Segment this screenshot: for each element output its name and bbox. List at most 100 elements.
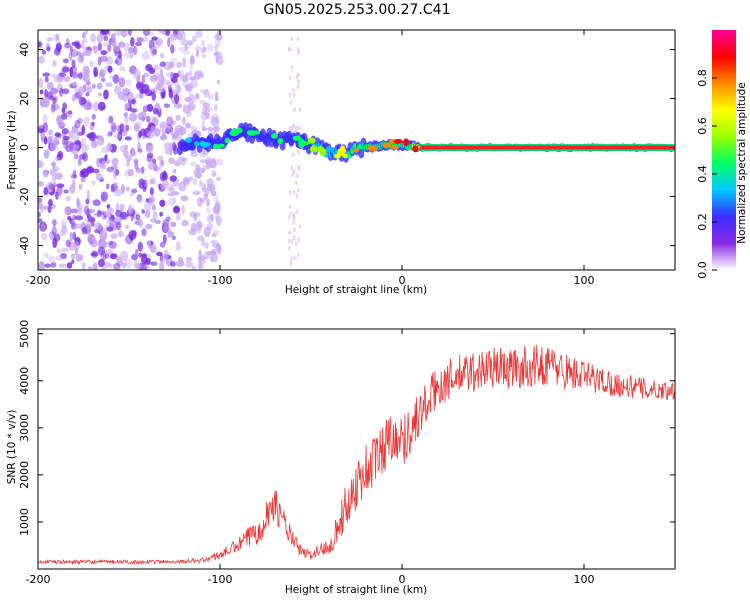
spectrogram-noise-blob bbox=[123, 112, 128, 118]
spectrogram-noise-blob bbox=[86, 86, 93, 94]
spectrogram-noise-blob bbox=[297, 252, 301, 258]
spectrogram-noise-blob bbox=[126, 91, 134, 101]
spectrogram-noise-blob bbox=[186, 177, 194, 183]
spectrogram-noise-blob bbox=[290, 256, 294, 262]
spectrogram-noise-blob bbox=[111, 41, 117, 48]
spectrogram-noise-blob bbox=[180, 161, 186, 166]
spectrogram-noise-blob bbox=[172, 197, 176, 204]
spectrogram-signal-blob bbox=[270, 133, 279, 139]
spectrogram-noise-blob bbox=[99, 229, 108, 241]
spectrogram-noise-blob bbox=[74, 223, 83, 229]
spectrogram-noise-blob bbox=[144, 201, 152, 212]
spectrogram-noise-blob bbox=[146, 154, 154, 163]
spectrogram-noise-blob bbox=[77, 72, 83, 80]
spectrogram-noise-blob bbox=[101, 30, 110, 35]
spectrogram-noise-blob bbox=[61, 247, 69, 253]
spectrogram-noise-blob bbox=[115, 209, 123, 218]
spectrogram-noise-blob bbox=[98, 92, 102, 97]
spectrogram-signal-cell bbox=[358, 148, 365, 159]
snr-x-tick-label: 100 bbox=[574, 573, 595, 586]
spectrogram-noise-blob bbox=[150, 125, 157, 132]
spectrogram-noise-blob bbox=[66, 262, 73, 269]
spectrogram-noise-blob bbox=[143, 72, 150, 78]
spectrogram-noise-blob bbox=[145, 115, 151, 123]
spectrogram-noise-blob bbox=[59, 252, 67, 260]
spectrogram-noise-blob bbox=[62, 66, 70, 73]
spectrogram-noise-blob bbox=[180, 157, 188, 162]
spectrogram-noise-blob bbox=[69, 231, 74, 242]
spectrogram-noise-blob bbox=[124, 136, 132, 141]
spectrogram-noise-blob bbox=[61, 138, 69, 145]
spectrogram-noise-blob bbox=[170, 261, 176, 267]
spectrogram-noise-blob bbox=[143, 261, 147, 270]
spectrogram-signal-blob bbox=[277, 138, 284, 145]
spectrogram-noise-blob bbox=[64, 205, 71, 215]
spectrogram-noise-blob bbox=[47, 255, 56, 263]
spectrogram-noise-blob bbox=[131, 230, 137, 237]
spectrogram-noise-blob bbox=[72, 144, 80, 150]
spectrogram-noise-blob bbox=[97, 101, 106, 111]
spectrogram-noise-blob bbox=[189, 211, 198, 218]
spectrogram-noise-blob bbox=[287, 214, 291, 220]
spectrogram-noise-blob bbox=[290, 165, 294, 171]
spectrogram-noise-blob bbox=[116, 221, 122, 231]
spectrogram-noise-blob bbox=[110, 233, 118, 240]
spectrogram-signal-blob bbox=[194, 141, 200, 147]
spectrogram-noise-blob bbox=[78, 86, 84, 96]
snr-x-tick-label: 0 bbox=[399, 573, 406, 586]
spectrogram-noise-blob bbox=[136, 37, 144, 43]
spectrogram-noise-blob bbox=[62, 58, 69, 64]
spectrogram-noise-blob bbox=[90, 222, 95, 227]
spectrogram-noise-blob bbox=[43, 152, 49, 159]
spectrogram-signal-blob bbox=[393, 138, 403, 144]
spectrogram-signal-blob bbox=[292, 135, 302, 141]
spectrogram-noise-blob bbox=[156, 251, 163, 257]
spectrogram-noise-blob bbox=[81, 39, 85, 49]
spectrogram-noise-blob bbox=[297, 125, 301, 131]
spectrogram-noise-blob bbox=[85, 144, 90, 152]
spectrogram-noise-blob bbox=[106, 131, 112, 138]
spectrogram-noise-blob bbox=[295, 173, 299, 179]
spectrogram-noise-blob bbox=[292, 122, 296, 128]
spectrogram-noise-blob bbox=[290, 64, 294, 70]
spectrogram-noise-blob bbox=[70, 253, 76, 260]
spectrogram-noise-blob bbox=[211, 243, 219, 248]
spectrogram-noise-blob bbox=[294, 180, 298, 186]
spectrogram-noise-blob bbox=[173, 144, 178, 156]
spectrogram-noise-blob bbox=[141, 83, 150, 94]
spectrogram-noise-blob bbox=[182, 57, 187, 68]
spectrogram-noise-blob bbox=[159, 61, 166, 68]
spectrogram-noise-blob bbox=[151, 91, 157, 102]
spectrogram-noise-blob bbox=[90, 33, 97, 43]
spectrogram-noise-blob bbox=[186, 110, 192, 118]
spectrogram-noise-blob bbox=[55, 42, 62, 52]
spectrogram-noise-blob bbox=[89, 61, 94, 68]
colorbar-tick-label: 0.6 bbox=[696, 117, 709, 135]
spectrogram-noise-blob bbox=[153, 166, 162, 171]
spectrogram-noise-blob bbox=[215, 215, 222, 227]
spectrogram-y-axis-label: Frequency (Hz) bbox=[6, 110, 18, 189]
spectrogram-noise-blob bbox=[154, 168, 160, 174]
spectrogram-noise-blob bbox=[196, 224, 202, 234]
spectrogram-noise-blob bbox=[294, 240, 298, 246]
spectrogram-noise-blob bbox=[169, 126, 174, 136]
spectrogram-noise-blob bbox=[80, 176, 86, 183]
spectrogram-noise-blob bbox=[206, 43, 214, 53]
snr-panel: -200 -100 0 100 1000 2000 3000 4000 5000 Height … bbox=[6, 320, 676, 596]
spectrogram-noise-blob bbox=[81, 124, 85, 135]
spectrogram-noise-blob bbox=[207, 126, 214, 132]
spectrogram-noise-blob bbox=[77, 202, 83, 212]
spectrogram-noise-blob bbox=[79, 153, 86, 160]
spectrogram-noise-blob bbox=[170, 71, 174, 82]
spectrogram-noise-blob bbox=[141, 253, 147, 259]
spectrogram-noise-blob bbox=[214, 211, 220, 222]
spectrogram-noise-blob bbox=[101, 77, 106, 83]
spectrogram-noise-blob bbox=[48, 198, 53, 207]
spectrogram-noise-blob bbox=[105, 183, 110, 190]
spectrogram-noise-blob bbox=[134, 263, 142, 270]
spectrogram-noise-blob bbox=[84, 208, 92, 215]
spectrogram-noise-blob bbox=[72, 231, 77, 241]
spectrogram-noise-blob bbox=[64, 42, 71, 49]
spectrogram-noise-blob bbox=[168, 88, 174, 99]
spectrogram-noise-blob bbox=[288, 230, 292, 236]
